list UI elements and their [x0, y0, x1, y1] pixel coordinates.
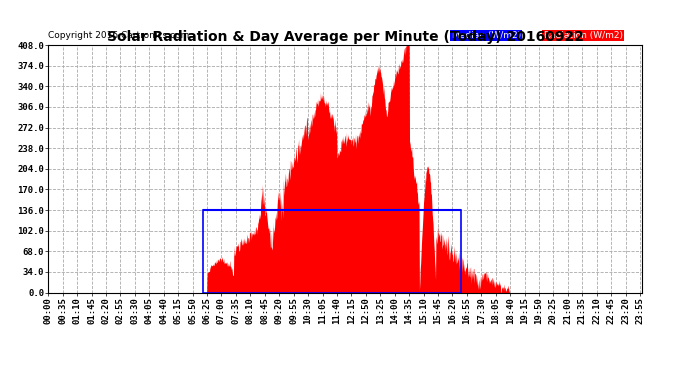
Text: Copyright 2016 Cartronics.com: Copyright 2016 Cartronics.com [48, 31, 190, 40]
Text: Radiation (W/m2): Radiation (W/m2) [544, 31, 623, 40]
Title: Solar Radiation & Day Average per Minute (Today) 20160922: Solar Radiation & Day Average per Minute… [106, 30, 584, 44]
Bar [203, 210, 461, 292]
Text: Median (W/m2): Median (W/m2) [452, 31, 521, 40]
